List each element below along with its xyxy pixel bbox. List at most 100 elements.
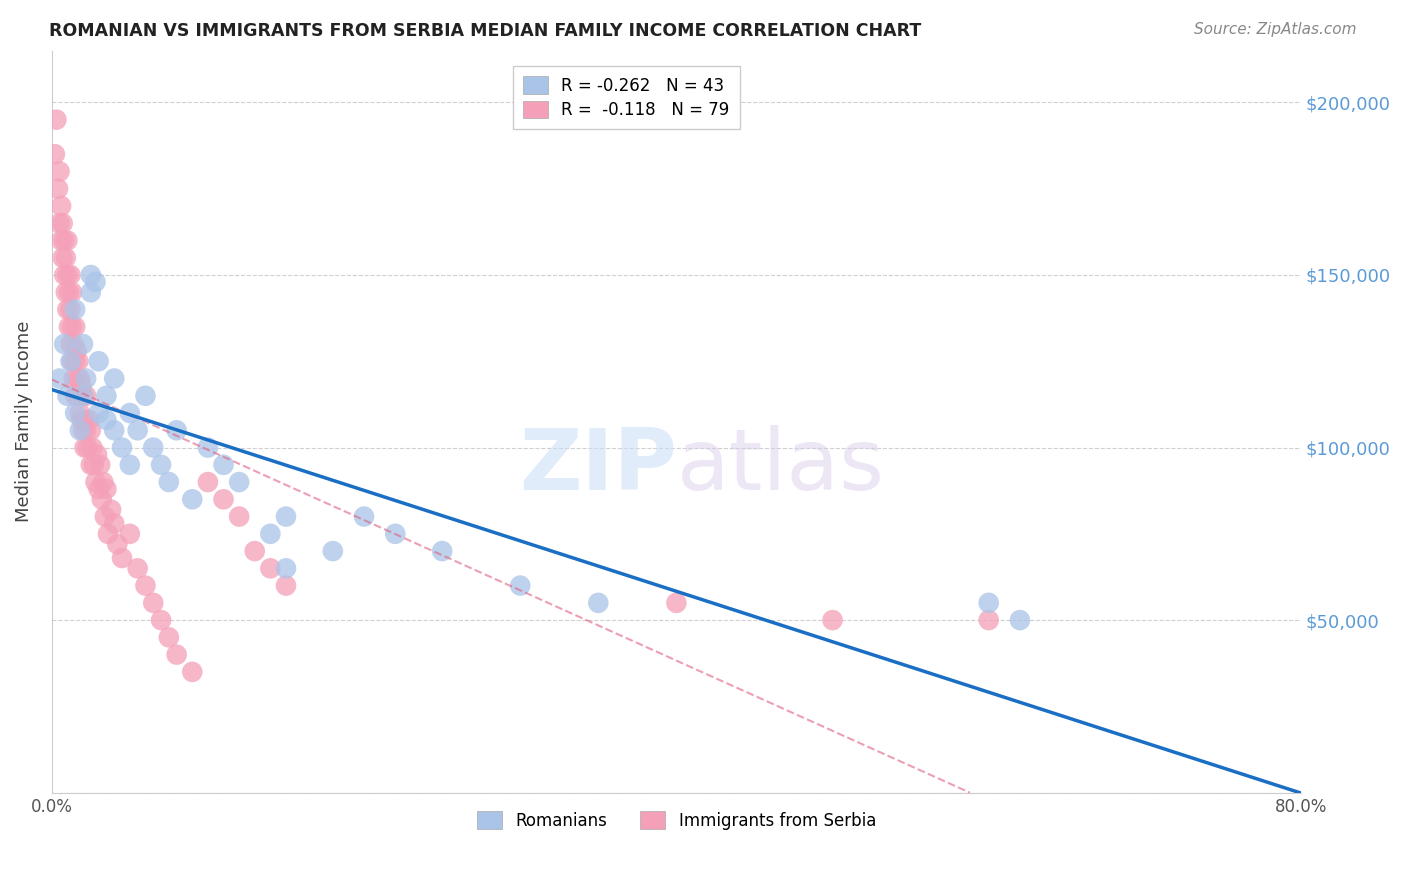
Point <box>83 458 105 472</box>
Point <box>150 613 173 627</box>
Point <box>62 337 84 351</box>
Point <box>70 378 93 392</box>
Point <box>59 354 82 368</box>
Point <box>59 337 82 351</box>
Point <box>259 561 281 575</box>
Point <box>322 544 344 558</box>
Point <box>212 458 235 472</box>
Point <box>63 406 86 420</box>
Y-axis label: Median Family Income: Median Family Income <box>15 321 32 523</box>
Point <box>150 458 173 472</box>
Point <box>53 234 76 248</box>
Point <box>134 578 156 592</box>
Point <box>821 613 844 627</box>
Point <box>274 561 297 575</box>
Point <box>274 509 297 524</box>
Text: Source: ZipAtlas.com: Source: ZipAtlas.com <box>1194 22 1357 37</box>
Point <box>58 285 80 300</box>
Point <box>69 371 91 385</box>
Point <box>84 275 107 289</box>
Text: ROMANIAN VS IMMIGRANTS FROM SERBIA MEDIAN FAMILY INCOME CORRELATION CHART: ROMANIAN VS IMMIGRANTS FROM SERBIA MEDIA… <box>49 22 921 40</box>
Point <box>77 413 100 427</box>
Point <box>60 285 83 300</box>
Point <box>111 441 134 455</box>
Point <box>70 413 93 427</box>
Point <box>977 613 1000 627</box>
Point <box>86 447 108 461</box>
Point <box>75 423 97 437</box>
Point <box>84 475 107 489</box>
Text: ZIP: ZIP <box>519 425 676 508</box>
Point <box>103 371 125 385</box>
Point <box>60 354 83 368</box>
Point <box>87 482 110 496</box>
Point <box>228 509 250 524</box>
Point <box>82 441 104 455</box>
Point <box>118 526 141 541</box>
Point <box>142 596 165 610</box>
Point <box>166 648 188 662</box>
Point <box>66 371 89 385</box>
Point <box>1008 613 1031 627</box>
Point <box>103 516 125 531</box>
Point <box>127 561 149 575</box>
Point <box>75 389 97 403</box>
Point <box>60 319 83 334</box>
Legend: Romanians, Immigrants from Serbia: Romanians, Immigrants from Serbia <box>470 805 883 837</box>
Point <box>69 423 91 437</box>
Point <box>56 389 79 403</box>
Point <box>118 406 141 420</box>
Point <box>72 389 94 403</box>
Point <box>69 406 91 420</box>
Point <box>48 216 70 230</box>
Point <box>228 475 250 489</box>
Point <box>45 112 67 127</box>
Point <box>53 337 76 351</box>
Point <box>59 268 82 282</box>
Point <box>197 475 219 489</box>
Point <box>49 234 72 248</box>
Point <box>96 482 118 496</box>
Point <box>353 509 375 524</box>
Point <box>181 665 204 679</box>
Point <box>105 537 128 551</box>
Point <box>56 234 79 248</box>
Point <box>134 389 156 403</box>
Point <box>259 526 281 541</box>
Point <box>384 526 406 541</box>
Point <box>72 337 94 351</box>
Point <box>59 302 82 317</box>
Point <box>55 251 77 265</box>
Point <box>274 578 297 592</box>
Point <box>111 551 134 566</box>
Point <box>588 596 610 610</box>
Point <box>212 492 235 507</box>
Point <box>181 492 204 507</box>
Point <box>80 268 103 282</box>
Text: atlas: atlas <box>676 425 884 508</box>
Point <box>67 389 90 403</box>
Point <box>103 423 125 437</box>
Point <box>977 596 1000 610</box>
Point <box>80 423 103 437</box>
Point <box>76 441 98 455</box>
Point <box>49 199 72 213</box>
Point <box>87 406 110 420</box>
Point <box>157 475 180 489</box>
Point <box>73 441 96 455</box>
Point <box>94 509 117 524</box>
Point <box>48 164 70 178</box>
Point <box>63 354 86 368</box>
Point <box>80 285 103 300</box>
Point <box>430 544 453 558</box>
Point <box>58 319 80 334</box>
Point <box>53 268 76 282</box>
Point <box>96 413 118 427</box>
Point <box>72 423 94 437</box>
Point <box>75 371 97 385</box>
Point <box>52 216 75 230</box>
Point <box>243 544 266 558</box>
Point <box>166 423 188 437</box>
Point <box>62 371 84 385</box>
Point <box>55 285 77 300</box>
